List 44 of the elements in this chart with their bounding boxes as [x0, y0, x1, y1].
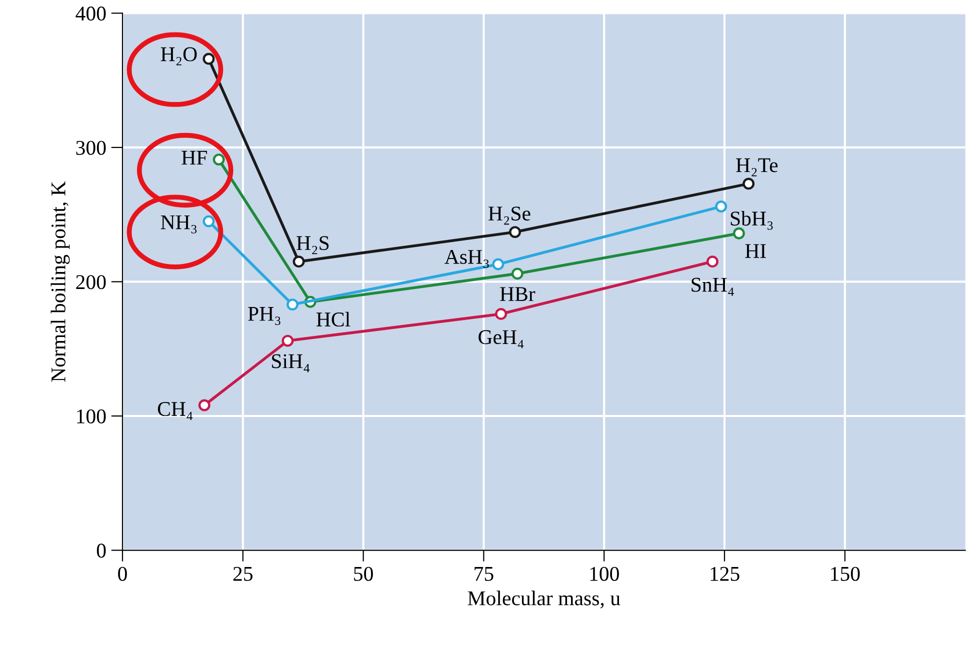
x-tick-label: 100	[590, 566, 619, 581]
point	[742, 178, 755, 190]
annotation: HCl	[316, 312, 350, 327]
annotation: H₂S	[296, 236, 329, 254]
x-tick-label: 0	[118, 566, 127, 581]
y-axis-title: Normal boiling point, K	[50, 181, 70, 382]
annotation: PH₃	[248, 307, 280, 325]
x-tick-label: 150	[831, 566, 860, 581]
point	[212, 154, 225, 166]
annotation: AsH₃	[444, 250, 489, 268]
annotation: CH₄	[158, 402, 193, 420]
annotation: HF	[182, 150, 207, 165]
point	[292, 256, 305, 268]
annotation: H₂O	[160, 47, 197, 66]
annotation: H₂Se	[488, 206, 530, 225]
x-tick-label: 75	[474, 567, 494, 581]
annotation: SiH₄	[272, 354, 310, 372]
point	[282, 334, 294, 347]
point	[495, 308, 508, 320]
annotation: SbH₃	[730, 210, 773, 230]
annotation: HBr	[500, 287, 536, 301]
x-tick-label: 25	[233, 566, 253, 581]
y-tick-label: 0	[96, 544, 106, 558]
x-axis-title: Molecular mass, u	[468, 590, 620, 608]
point	[706, 256, 718, 268]
point	[202, 215, 215, 228]
y-tick-label: 200	[76, 275, 106, 290]
y-tick-label: 300	[76, 140, 106, 155]
annotation: HI	[745, 244, 766, 258]
point	[509, 226, 521, 238]
point	[511, 268, 524, 280]
x-tick-label: 50	[354, 566, 373, 581]
point	[492, 258, 504, 270]
point	[198, 399, 210, 412]
x-tick-label: 125	[710, 566, 740, 581]
annotation: GeH₄	[478, 330, 524, 348]
annotation: H₂Te	[736, 158, 778, 176]
point	[202, 52, 215, 65]
point	[286, 298, 298, 311]
annotation: SnH₄	[692, 278, 734, 296]
y-tick-label: 100	[77, 409, 106, 424]
y-tick-label: 400	[76, 6, 106, 21]
annotation: NH₃	[160, 215, 197, 234]
point	[715, 200, 728, 212]
